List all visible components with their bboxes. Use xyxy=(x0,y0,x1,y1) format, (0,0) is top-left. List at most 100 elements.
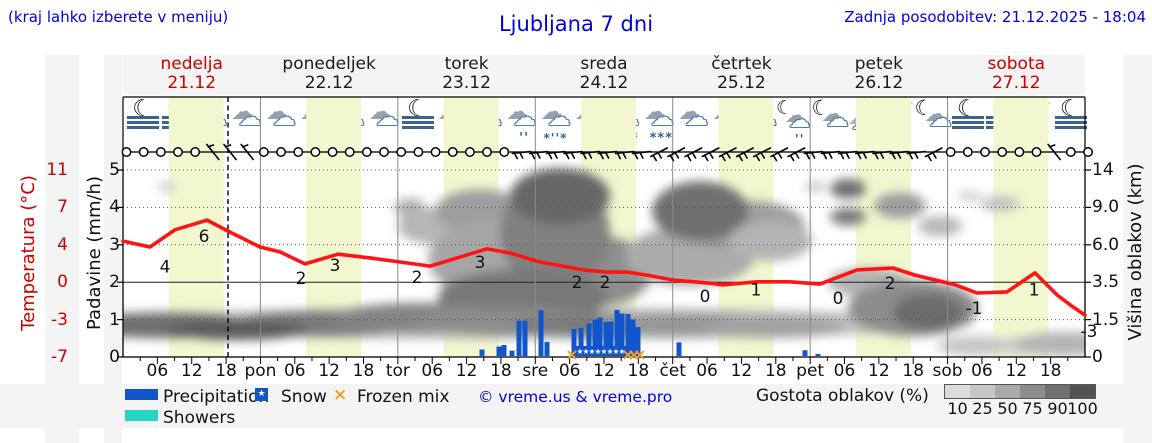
icon-glyph: ☁ xyxy=(785,103,807,127)
density-tick: 10 xyxy=(947,399,968,418)
wind-barb-icon xyxy=(667,147,686,162)
svg-text:4: 4 xyxy=(160,257,171,277)
density-segment xyxy=(970,385,995,398)
icon-glyph: ☾ xyxy=(407,96,428,122)
wind-calm-icon xyxy=(997,147,1008,157)
time-label: 06 xyxy=(833,361,856,381)
precipitation-bars xyxy=(479,309,821,356)
fog-lines xyxy=(402,126,435,129)
wind-calm-icon xyxy=(276,147,286,157)
wind-calm-icon xyxy=(499,147,510,157)
wind-barb-icon xyxy=(206,143,220,161)
fog-lines xyxy=(1054,126,1087,129)
wind-barb-icon xyxy=(701,147,720,162)
time-label: 06 xyxy=(696,361,718,381)
icon-glyph: ☁ xyxy=(684,105,708,131)
wind-barb-icon xyxy=(837,150,858,160)
wind-barb-row xyxy=(121,143,1093,162)
time-label: 12 xyxy=(868,361,890,381)
cloud-axis-tick: 0 xyxy=(1092,347,1103,367)
wind-barb-icon xyxy=(924,147,943,162)
wind-barb-icon xyxy=(752,147,772,162)
time-label: 18 xyxy=(764,361,787,381)
fog-lines xyxy=(1054,121,1087,124)
snow-star-icon: ★ xyxy=(255,388,268,401)
density-segment xyxy=(945,385,970,398)
day-abbrev-label: pon xyxy=(244,361,277,381)
credit-links[interactable]: © vreme.us & vreme.pro xyxy=(478,388,673,406)
fog-lines xyxy=(127,121,160,124)
precipitation-legend-label: Precipitation xyxy=(163,387,270,407)
density-segment xyxy=(1045,385,1070,398)
svg-text:2: 2 xyxy=(885,274,896,294)
cloud-axis-tick: 1.5 xyxy=(1092,309,1120,330)
fog-lines xyxy=(402,116,435,119)
wind-barb-icon xyxy=(1047,143,1061,161)
day-header-name: petek xyxy=(854,54,903,74)
temp-axis-tick: -3 xyxy=(51,309,68,330)
density-tick: 100 xyxy=(1067,399,1098,418)
icon-glyph: '' xyxy=(519,131,530,146)
time-label: 06 xyxy=(146,361,169,381)
icon-glyph: ☁ xyxy=(929,107,952,132)
weather-icon-cloudy: ☁☁ xyxy=(229,98,263,146)
precip-axis-tick: 0 xyxy=(109,347,120,367)
day-abbrev-label: sre xyxy=(522,361,549,381)
svg-text:×: × xyxy=(627,345,640,364)
day-boundary-lines xyxy=(259,97,949,357)
cloud-density-label: Gostota oblakov (%) xyxy=(756,386,929,406)
weather-icon-cloudy: ☁☁ xyxy=(367,98,401,146)
day-header-band xyxy=(123,55,1085,95)
wind-calm-icon xyxy=(464,147,475,157)
snow-markers: ★ ★ ★ ★ ★ ★ ★ ★ xyxy=(576,346,626,356)
wind-barb-icon xyxy=(240,143,254,161)
day-header-date: 24.12 xyxy=(579,73,629,93)
icon-glyph: ☁ xyxy=(513,105,537,131)
icon-glyph: ☁ xyxy=(826,107,849,132)
icon-glyph: ☾ xyxy=(811,96,831,120)
density-segment xyxy=(1070,385,1095,398)
day-header-name: četrtek xyxy=(711,54,772,74)
time-label: 06 xyxy=(558,361,581,381)
time-label: 12 xyxy=(180,361,203,381)
time-label: 12 xyxy=(593,361,615,381)
svg-text:3: 3 xyxy=(330,256,341,276)
day-header-date: 26.12 xyxy=(854,73,904,93)
wind-calm-icon xyxy=(293,147,304,157)
day-header-date: 27.12 xyxy=(991,73,1041,93)
wind-barb-icon xyxy=(906,150,927,160)
day-header-date: 25.12 xyxy=(717,73,766,93)
day-header-name: torek xyxy=(444,54,489,74)
temperature-curve xyxy=(121,218,1087,317)
svg-text:1: 1 xyxy=(1029,281,1040,301)
density-tick: 90 xyxy=(1047,399,1068,418)
wind-calm-icon xyxy=(945,147,956,157)
showers-legend-label: Showers xyxy=(163,408,236,428)
weather-icon-snow: ☁☁*** xyxy=(642,98,676,146)
temp-axis-tick: -7 xyxy=(51,347,68,367)
wind-barb-icon xyxy=(528,150,549,160)
wind-calm-icon xyxy=(1031,147,1042,157)
icon-glyph: ☾ xyxy=(132,96,153,122)
icon-glyph: ☁ xyxy=(677,99,701,125)
wind-calm-icon xyxy=(190,147,201,157)
wind-calm-icon xyxy=(310,147,321,157)
wind-barb-icon xyxy=(889,150,909,160)
wind-calm-icon xyxy=(1083,147,1093,157)
bg-strip-right xyxy=(1123,55,1152,443)
time-label: 12 xyxy=(318,361,340,381)
icon-glyph: '' xyxy=(795,132,805,146)
svg-text:6: 6 xyxy=(199,227,210,247)
wind-calm-icon xyxy=(344,147,355,157)
page-title: Ljubljana 7 dni xyxy=(498,12,654,36)
fog-lines xyxy=(127,116,160,119)
wind-calm-icon xyxy=(482,147,493,157)
icon-glyph: ☁ xyxy=(643,99,667,125)
wind-calm-icon xyxy=(379,147,389,157)
density-segment xyxy=(995,385,1020,398)
svg-text:★: ★ xyxy=(619,347,626,356)
weather-icon-cloudy: ☁☁ xyxy=(264,98,298,146)
wind-calm-icon xyxy=(430,147,441,157)
